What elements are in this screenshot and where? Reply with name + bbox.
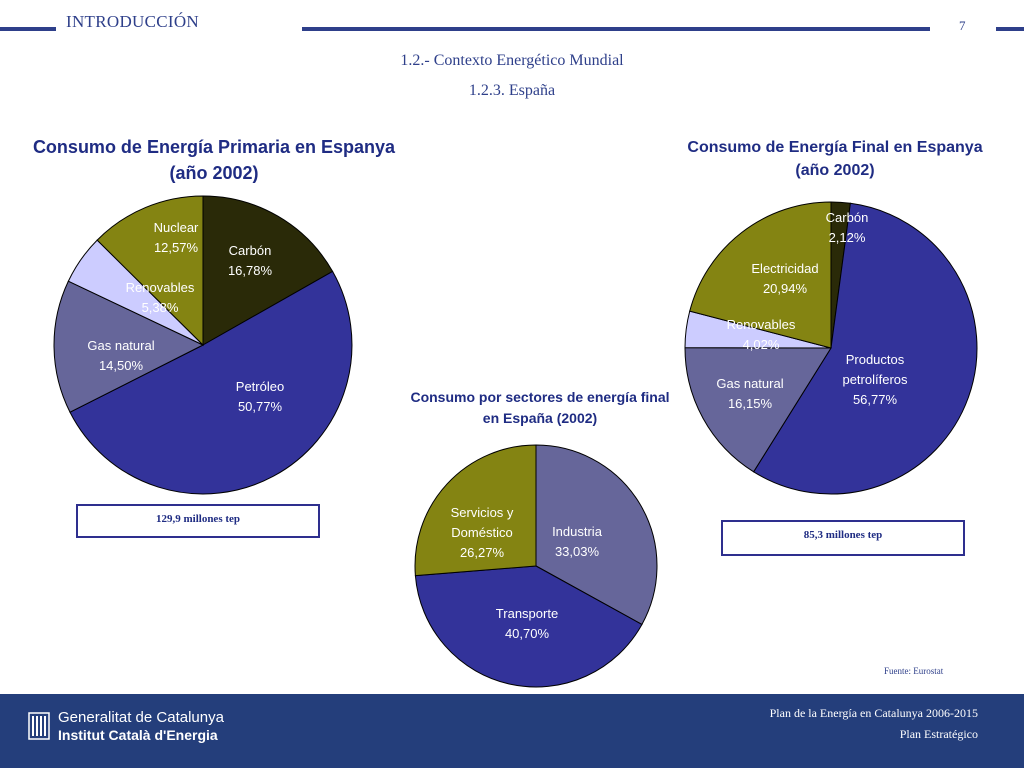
- slice-label-gas-natural: Gas natural 14,50%: [87, 338, 154, 373]
- header-rule-right: [996, 27, 1024, 31]
- chart-primary-title-line1: Consumo de Energía Primaria en Espanya: [32, 137, 396, 157]
- subtitle-line1: 1.2.- Contexto Energético Mundial: [400, 52, 624, 69]
- chart-sectors-title-line1: Consumo por sectores de energía final: [410, 389, 670, 405]
- chart-final-title-line1: Consumo de Energía Final en Espanya: [687, 139, 983, 156]
- slice-nuclear: [96, 195, 204, 347]
- slice-carbon: [202, 195, 334, 346]
- plan-title: Plan de la Energía en Catalunya 2006-201…: [769, 706, 978, 720]
- chart-primary-title: Consumo de Energía Primaria en Espanya (…: [0, 134, 428, 186]
- slice-label-productos-petroliferos: Productos petrolíferos 56,77%: [842, 352, 908, 407]
- generalitat-logo-icon: [28, 712, 50, 740]
- slice-label-carbon: Carbón 16,78%: [228, 243, 273, 278]
- slice-electricidad: [689, 201, 832, 349]
- slice-label-renovables: Renovables 5,38%: [126, 280, 195, 315]
- slice-label-servicios-y-domestico: Servicios y Doméstico 26,27%: [451, 505, 514, 560]
- chart-sectors-title: Consumo por sectores de energía final en…: [378, 387, 702, 429]
- slice-label-transporte: Transporte 40,70%: [496, 606, 558, 641]
- page-number: 7: [959, 18, 966, 33]
- slice-label-petroleo: Petróleo 50,77%: [236, 379, 284, 414]
- slice-label-industria: Industria 33,03%: [552, 524, 603, 559]
- chart-final-title-line2: (año 2002): [795, 162, 875, 179]
- footer-band: Generalitat de Catalunya Institut Català…: [0, 694, 1024, 768]
- slice-gas-natural: [684, 347, 832, 473]
- total-final-label: 85,3 millones tep: [803, 529, 883, 541]
- chart-primary-title-line2: (año 2002): [169, 163, 259, 183]
- source-note: Fuente: Eurostat: [884, 666, 944, 676]
- org-name-line1: Generalitat de Catalunya: [58, 709, 224, 726]
- slice-petroleo: [69, 270, 353, 495]
- slice-gas-natural: [53, 280, 205, 413]
- org-name-line2: Institut Català d'Energia: [58, 727, 218, 743]
- total-primary-label: 129,9 millones tep: [155, 513, 241, 525]
- total-final-box: 85,3 millones tep: [721, 520, 965, 556]
- slice-transporte: [414, 565, 643, 688]
- header-rule-left: [0, 27, 56, 31]
- section-title: INTRODUCCIÓN: [66, 12, 199, 31]
- slice-servicios-y-domestico: [414, 444, 537, 577]
- header-rule-mid: [302, 27, 930, 31]
- slice-label-nuclear: Nuclear 12,57%: [154, 220, 199, 255]
- slice-label-carbon: Carbón 2,12%: [826, 210, 869, 245]
- slice-label-gas-natural: Gas natural 16,15%: [716, 376, 783, 411]
- total-primary-box: 129,9 millones tep: [76, 504, 320, 538]
- slice-productos-petroliferos: [752, 202, 978, 495]
- plan-subtitle: Plan Estratégico: [899, 727, 978, 741]
- chart-sectors-title-line2: en España (2002): [482, 410, 598, 426]
- slice-label-renovables: Renovables 4,02%: [727, 317, 796, 352]
- slice-label-electricidad: Electricidad 20,94%: [751, 261, 818, 296]
- slice-industria: [535, 444, 658, 626]
- chart-final-title: Consumo de Energía Final en Espanya (año…: [664, 136, 1006, 182]
- subtitle-line2: 1.2.3. España: [468, 82, 556, 99]
